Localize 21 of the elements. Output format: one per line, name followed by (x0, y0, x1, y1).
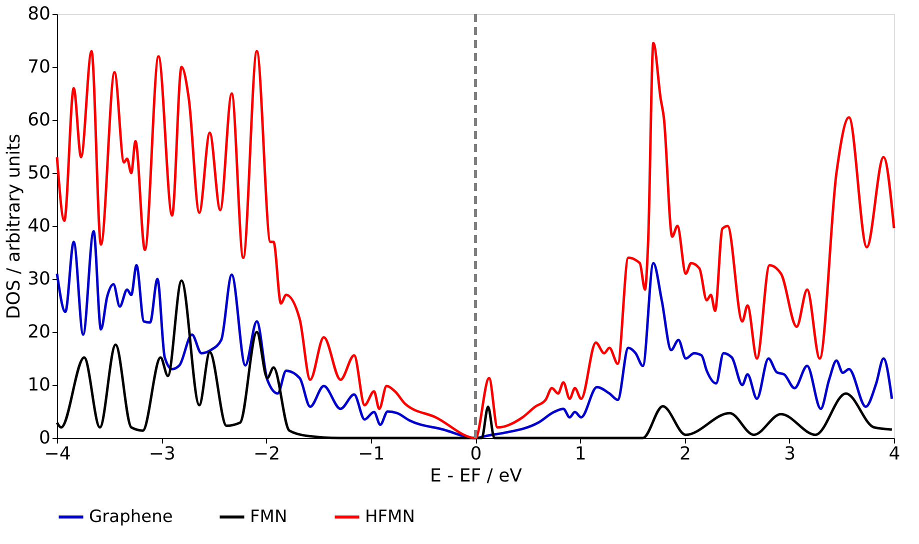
legend-label: Graphene (89, 507, 173, 527)
y-tick-label: 60 (28, 110, 50, 130)
x-tick-label: −1 (358, 444, 385, 464)
legend-label: HFMN (365, 507, 415, 527)
x-tick-label: −3 (148, 444, 176, 464)
x-tick-label: −2 (253, 444, 280, 464)
y-tick-label: 80 (28, 4, 50, 24)
y-tick-label: 50 (28, 162, 50, 184)
y-tick-label: 40 (28, 216, 50, 236)
y-tick-label: 70 (28, 56, 50, 78)
y-tick-label: 30 (28, 268, 50, 290)
legend-label: FMN (250, 507, 288, 527)
x-axis-title: E - EF / eV (430, 466, 523, 486)
x-tick-label: 4 (888, 444, 900, 464)
x-tick-label: 0 (470, 444, 482, 464)
y-axis-title: DOS / arbitrary units (4, 134, 25, 320)
y-tick-label: 20 (28, 322, 50, 342)
y-tick-label: 10 (28, 374, 50, 396)
x-tick-label: 1 (574, 444, 586, 464)
x-tick-label: 3 (784, 444, 796, 464)
x-tick-label: 2 (680, 444, 691, 464)
